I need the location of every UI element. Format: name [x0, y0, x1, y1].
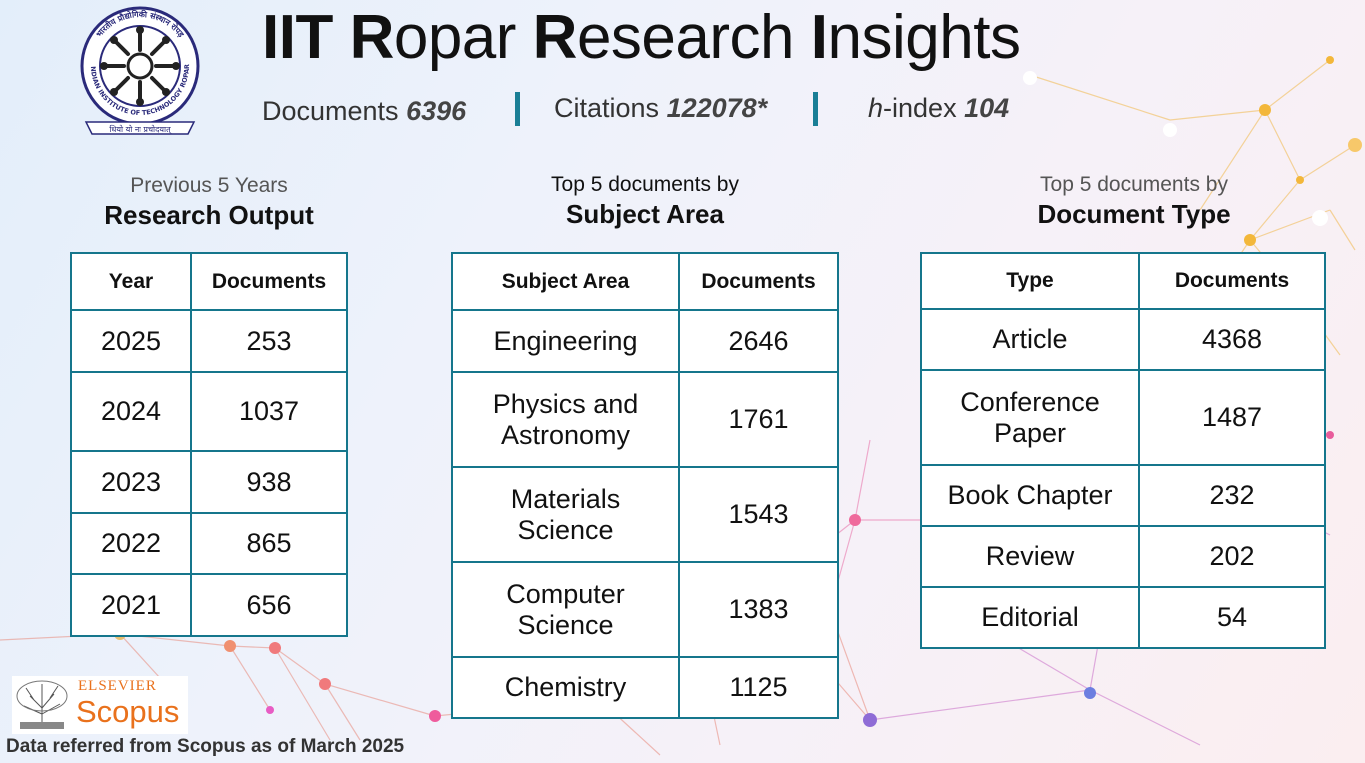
source-footnote: Data referred from Scopus as of March 20…: [6, 736, 405, 757]
page-title: IIT Ropar Research Insights: [262, 2, 1021, 73]
h-index-stat-label: h-index: [868, 93, 957, 123]
documents-cell: 865: [190, 512, 348, 575]
citations-stat-value: 122078*: [666, 93, 768, 123]
type-cell: Conference Paper: [920, 369, 1140, 466]
table-row: Book Chapter 232: [920, 464, 1326, 527]
logo-motto: धियो यो नः प्रचोदयात्: [109, 124, 172, 135]
research-output-heading: Previous 5 Years Research Output: [70, 174, 348, 231]
documents-cell: 1761: [678, 371, 839, 468]
table-row: Physics and Astronomy 1761: [451, 371, 839, 468]
documents-stat: Documents 6396: [262, 96, 466, 127]
documents-cell: 1383: [678, 561, 839, 658]
documents-cell: 202: [1138, 525, 1326, 588]
documents-cell: 1125: [678, 656, 839, 719]
title-word: Insights: [810, 3, 1021, 72]
elsevier-tree-icon: [16, 680, 68, 729]
subject-cell: Chemistry: [451, 656, 680, 719]
documents-cell: 4368: [1138, 308, 1326, 371]
table-row: Article 4368: [920, 308, 1326, 371]
citations-stat: Citations 122078*: [554, 93, 767, 124]
subject-cell: Engineering: [451, 309, 680, 373]
documents-cell: 54: [1138, 586, 1326, 649]
type-cell: Book Chapter: [920, 464, 1140, 527]
year-cell: 2025: [70, 309, 192, 373]
elsevier-wordmark: ELSEVIER: [78, 678, 157, 694]
table-row: Computer Science 1383: [451, 561, 839, 658]
table-row: Chemistry 1125: [451, 656, 839, 719]
year-cell: 2023: [70, 450, 192, 514]
documents-cell: 1487: [1138, 369, 1326, 466]
documents-stat-value: 6396: [406, 96, 467, 126]
table-row: Materials Science 1543: [451, 466, 839, 563]
subject-area-heading: Top 5 documents by Subject Area: [451, 173, 839, 230]
year-cell: 2022: [70, 512, 192, 575]
citations-stat-label: Citations: [554, 93, 660, 123]
column-header: Type: [920, 252, 1140, 310]
column-header: Documents: [190, 252, 348, 311]
year-cell: 2021: [70, 573, 192, 637]
documents-cell: 232: [1138, 464, 1326, 527]
table-header-row: Type Documents: [920, 252, 1326, 310]
table-row: Conference Paper 1487: [920, 369, 1326, 466]
document-type-subtitle: Top 5 documents by: [1040, 173, 1228, 196]
table-row: Engineering 2646: [451, 309, 839, 373]
subject-area-title: Subject Area: [566, 199, 724, 229]
documents-cell: 2646: [678, 309, 839, 373]
table-row: 2024 1037: [70, 371, 348, 452]
documents-stat-label: Documents: [262, 96, 399, 126]
research-output-title: Research Output: [104, 200, 314, 230]
research-output-subtitle: Previous 5 Years: [130, 174, 288, 197]
table-row: 2022 865: [70, 512, 348, 575]
h-index-stat: h-index 104: [868, 93, 1009, 124]
stat-separator: [515, 92, 520, 126]
subject-cell: Computer Science: [451, 561, 680, 658]
subject-cell: Materials Science: [451, 466, 680, 563]
scopus-wordmark: Scopus: [76, 694, 180, 729]
type-cell: Review: [920, 525, 1140, 588]
page-title-text: IIT Ropar Research Insights: [262, 3, 1021, 72]
research-output-table: Year Documents 2025 253 2024 1037 2023 9…: [70, 252, 348, 637]
table-header-row: Subject Area Documents: [451, 252, 839, 311]
table-row: 2021 656: [70, 573, 348, 637]
document-type-heading: Top 5 documents by Document Type: [920, 173, 1348, 230]
type-cell: Editorial: [920, 586, 1140, 649]
h-index-stat-value: 104: [964, 93, 1010, 123]
subject-area-table: Subject Area Documents Engineering 2646 …: [451, 252, 839, 719]
subject-area-subtitle: Top 5 documents by: [551, 173, 739, 196]
documents-cell: 938: [190, 450, 348, 514]
title-word: Research: [532, 3, 795, 72]
table-row: Review 202: [920, 525, 1326, 588]
title-word: IIT: [262, 3, 333, 72]
elsevier-scopus-logo: ELSEVIER Scopus: [12, 676, 188, 734]
subject-cell: Physics and Astronomy: [451, 371, 680, 468]
iit-ropar-logo: भारतीय प्रौद्योगिकी संस्थान रोपड़ INDIAN…: [78, 4, 200, 135]
document-type-title: Document Type: [1037, 199, 1231, 229]
table-row: 2025 253: [70, 309, 348, 373]
year-cell: 2024: [70, 371, 192, 452]
documents-cell: 1543: [678, 466, 839, 563]
table-header-row: Year Documents: [70, 252, 348, 311]
column-header: Subject Area: [451, 252, 680, 311]
document-type-table: Type Documents Article 4368 Conference P…: [920, 252, 1326, 649]
column-header: Documents: [1138, 252, 1326, 310]
column-header: Year: [70, 252, 192, 311]
documents-cell: 656: [190, 573, 348, 637]
documents-cell: 253: [190, 309, 348, 373]
documents-cell: 1037: [190, 371, 348, 452]
type-cell: Article: [920, 308, 1140, 371]
stat-separator: [813, 92, 818, 126]
table-row: 2023 938: [70, 450, 348, 514]
table-row: Editorial 54: [920, 586, 1326, 649]
title-word: Ropar: [349, 3, 517, 72]
column-header: Documents: [678, 252, 839, 311]
